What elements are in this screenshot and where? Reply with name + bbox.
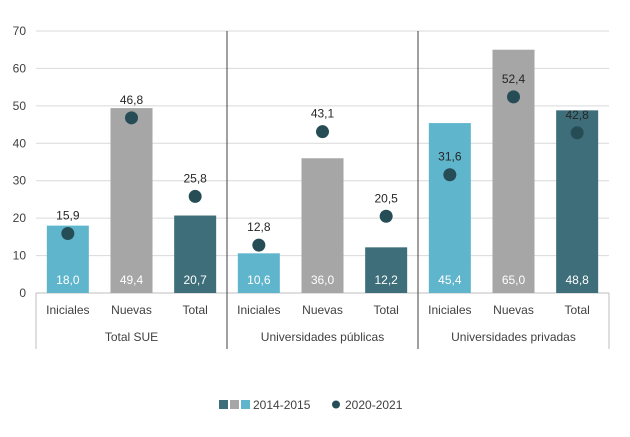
bar-1-0 bbox=[237, 253, 280, 293]
bar-1-2 bbox=[365, 247, 408, 293]
dot-0-2 bbox=[188, 189, 202, 203]
dot-2-2 bbox=[570, 126, 584, 140]
category-label: Nuevas bbox=[111, 303, 152, 317]
bar-value-label: 18,0 bbox=[56, 273, 80, 287]
group-label: Universidades privadas bbox=[451, 330, 576, 344]
dot-value-label: 12,8 bbox=[247, 220, 271, 234]
bar-value-label: 49,4 bbox=[120, 273, 144, 287]
dot-value-label: 15,9 bbox=[56, 208, 80, 222]
bar-value-label: 48,8 bbox=[565, 273, 589, 287]
bar-0-2 bbox=[174, 215, 217, 293]
dot-value-label: 42,8 bbox=[565, 108, 589, 122]
legend-label-2014-2015: 2014-2015 bbox=[253, 398, 311, 412]
axes: 0 10 20 30 40 50 60 70 Iniciales Nuevas Total Total… bbox=[13, 24, 610, 349]
y-tick-label: 20 bbox=[13, 211, 27, 225]
legend-swatch-dark bbox=[219, 400, 228, 409]
dot-value-label: 46,8 bbox=[120, 93, 144, 107]
y-tick-label: 50 bbox=[13, 99, 27, 113]
dot-value-label: 43,1 bbox=[311, 107, 335, 121]
dot-1-0 bbox=[252, 238, 266, 252]
bar-value-label: 65,0 bbox=[502, 273, 526, 287]
category-label: Iniciales bbox=[46, 303, 89, 317]
legend: 2014-2015 2020-2021 bbox=[219, 398, 403, 412]
y-tick-label: 10 bbox=[13, 249, 27, 263]
dot-2-1 bbox=[507, 90, 520, 104]
bar-value-label: 45,4 bbox=[438, 273, 462, 287]
dot-series-2020-2021 bbox=[61, 90, 584, 252]
bar-2-1 bbox=[492, 49, 535, 293]
dot-value-label: 25,8 bbox=[183, 171, 207, 185]
category-label: Iniciales bbox=[428, 303, 471, 317]
bar-value-label: 12,2 bbox=[374, 273, 398, 287]
dot-value-label: 20,5 bbox=[374, 191, 398, 205]
bar-value-label: 20,7 bbox=[183, 273, 207, 287]
bar-value-label: 10,6 bbox=[247, 273, 271, 287]
y-tick-label: 0 bbox=[19, 286, 26, 300]
dot-1-2 bbox=[379, 209, 393, 223]
category-label: Total bbox=[182, 303, 207, 317]
bar-2-0 bbox=[428, 123, 471, 294]
bar-value-label: 36,0 bbox=[311, 273, 335, 287]
bar-2-2 bbox=[556, 110, 599, 293]
dot-1-1 bbox=[316, 125, 329, 139]
category-label: Nuevas bbox=[302, 303, 343, 317]
legend-dot-marker bbox=[332, 400, 340, 409]
y-tick-label: 60 bbox=[13, 61, 27, 75]
y-tick-label: 30 bbox=[13, 174, 27, 188]
bar-1-1 bbox=[301, 158, 344, 293]
group-label: Universidades públicas bbox=[261, 330, 384, 344]
legend-swatch-light bbox=[241, 400, 250, 409]
category-label: Total bbox=[564, 303, 589, 317]
data-labels: 18,0 15,9 49,4 46,8 20,7 25,8 10,6 12,8 36,0 43,1… bbox=[56, 72, 589, 287]
category-label: Iniciales bbox=[237, 303, 280, 317]
dot-2-0 bbox=[443, 168, 457, 182]
y-tick-label: 70 bbox=[13, 24, 27, 38]
bar-series-2014-2015 bbox=[46, 49, 599, 294]
legend-swatch-gray bbox=[230, 400, 239, 409]
group-label: Total SUE bbox=[105, 330, 158, 344]
bar-0-1 bbox=[110, 108, 153, 293]
dot-0-1 bbox=[125, 111, 138, 125]
category-label: Nuevas bbox=[493, 303, 534, 317]
category-label: Total bbox=[373, 303, 398, 317]
legend-label-2020-2021: 2020-2021 bbox=[345, 398, 403, 412]
dot-value-label: 52,4 bbox=[502, 72, 526, 86]
y-tick-label: 40 bbox=[13, 136, 27, 150]
dot-value-label: 31,6 bbox=[438, 150, 462, 164]
dot-0-0 bbox=[61, 226, 75, 240]
